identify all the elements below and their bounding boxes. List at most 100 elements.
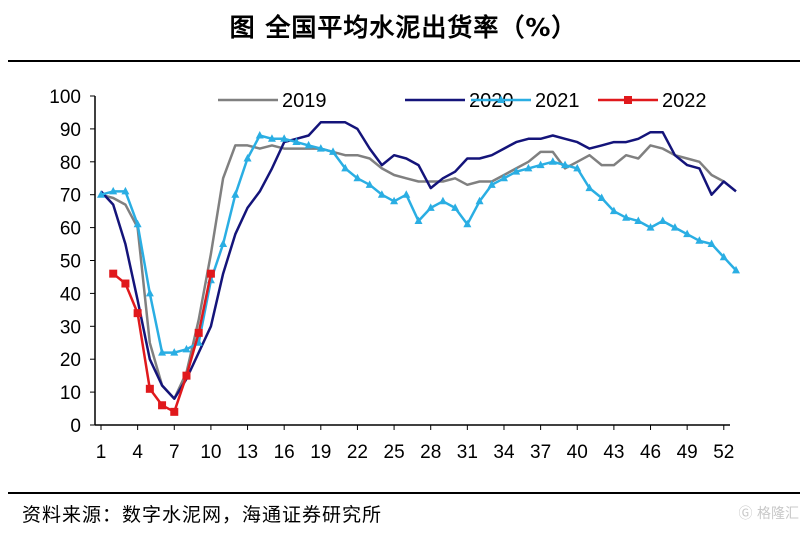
watermark-logo: Ⓖ 格隆汇 [738,506,799,522]
data-point-2021 [267,134,276,142]
x-tick-label: 37 [530,442,551,463]
series-line-2021 [100,134,737,354]
x-tick-label: 16 [274,442,295,463]
data-point-2021 [170,348,179,356]
data-point-2021 [304,140,313,149]
y-tick-label: 0 [70,416,81,437]
data-point-2022 [206,269,215,278]
data-point-2021 [97,190,105,198]
data-point-2021 [377,190,386,198]
x-tick-label: 31 [457,442,478,463]
data-point-2022 [170,407,179,416]
x-tick-label: 34 [493,442,515,463]
data-point-2021 [133,219,142,228]
data-point-2021 [231,190,240,198]
data-point-2021 [683,229,692,238]
data-point-2021 [451,203,460,211]
data-point-2021 [353,173,362,182]
data-point-2021 [121,186,130,195]
y-tick-label: 100 [49,87,81,108]
series-line-2020 [100,121,737,400]
data-point-2021 [561,160,570,169]
data-point-2022 [121,279,130,288]
x-tick-label: 43 [603,442,624,463]
x-tick-label: 40 [567,442,588,463]
y-tick-label: 20 [60,350,81,371]
data-point-2021 [499,173,508,182]
data-point-2021 [512,167,521,175]
data-point-2021 [609,206,618,215]
x-tick-label: 7 [169,442,180,463]
data-point-2021 [634,216,643,225]
x-tick-label: 25 [384,442,405,463]
x-tick-label: 4 [132,442,143,463]
data-point-2021 [707,239,716,248]
watermark-text: 格隆汇 [757,506,799,522]
data-point-2021 [341,163,350,172]
x-tick-label: 22 [347,442,368,463]
data-point-2021 [402,190,411,198]
data-point-2021 [145,288,154,297]
data-point-2021 [597,193,606,201]
y-tick-label: 50 [60,252,81,273]
data-point-2021 [158,348,167,356]
x-tick-label: 52 [713,442,734,463]
data-point-2021 [243,154,252,162]
data-point-2022 [145,384,154,393]
data-point-2022 [133,309,142,318]
y-tick-label: 80 [60,153,81,174]
data-point-2021 [329,147,338,155]
data-point-2021 [292,137,301,146]
data-point-2021 [426,203,435,211]
data-point-2021 [670,223,679,231]
y-tick-label: 40 [60,284,81,305]
data-point-2021 [280,134,289,142]
series-line-2022 [112,272,213,414]
x-tick-label: 10 [200,442,221,463]
legend-marker-2021 [497,95,505,103]
x-tick-label: 13 [237,442,258,463]
data-point-2021 [463,219,472,228]
y-tick-label: 90 [60,120,81,141]
data-point-2021 [585,183,594,192]
data-point-2022 [194,328,203,337]
data-point-2021 [646,223,655,231]
data-point-2022 [109,269,118,278]
x-tick-label: 1 [96,442,107,463]
y-tick-label: 10 [60,383,81,404]
y-tick-label: 30 [60,317,81,338]
data-point-2021 [732,265,740,274]
chart-title: 图 全国平均水泥出货率（%） [229,13,578,42]
title-bar: 图 全国平均水泥出货率（%） [0,0,807,62]
legend-marker-2022 [624,96,632,104]
data-point-2022 [158,401,167,410]
x-tick-label: 19 [310,442,331,463]
x-tick-label: 46 [640,442,661,463]
x-tick-label: 49 [677,442,698,463]
y-tick-label: 60 [60,219,81,240]
data-point-2021 [658,216,667,225]
legend-label-2019: 2019 [282,90,327,112]
source-note: 资料来源：数字水泥网，海通证券研究所 [22,504,383,526]
data-point-2021 [695,236,704,244]
legend-label-2022: 2022 [662,90,707,112]
y-tick-label: 70 [60,186,81,207]
series-line-2019 [100,144,725,400]
data-point-2021 [536,160,545,169]
data-point-2021 [255,130,264,139]
data-point-2021 [487,180,496,188]
data-point-2021 [573,163,582,172]
data-point-2021 [390,196,399,205]
data-point-2021 [719,252,728,261]
footer-divider [8,492,800,494]
legend-label-2021: 2021 [535,90,580,112]
data-point-2021 [475,196,484,205]
data-point-2021 [365,180,374,188]
data-point-2021 [219,239,228,248]
data-point-2021 [109,186,118,195]
data-point-2021 [316,144,325,152]
data-point-2021 [622,213,631,221]
title-divider [8,60,800,62]
data-point-2022 [182,371,191,380]
